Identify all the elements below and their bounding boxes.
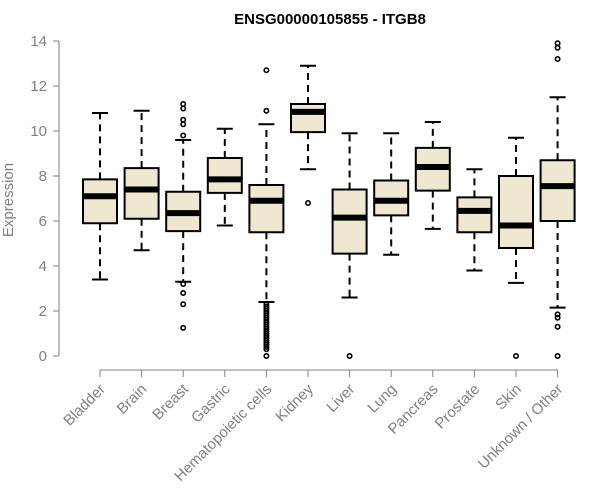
y-tick-label: 4 bbox=[39, 258, 47, 275]
outlier-point bbox=[554, 311, 561, 318]
x-tick-label: Bladder bbox=[60, 381, 109, 430]
iqr-box bbox=[539, 159, 576, 222]
y-tick-label: 2 bbox=[39, 303, 47, 320]
x-tick-label: Lung bbox=[364, 381, 400, 417]
outlier-point bbox=[180, 132, 187, 139]
iqr-box bbox=[331, 188, 368, 255]
y-axis-label: Expression bbox=[0, 163, 17, 237]
x-tick-label: Brain bbox=[114, 381, 151, 418]
x-tick-label: Breast bbox=[149, 380, 192, 423]
outlier-point bbox=[180, 121, 187, 128]
x-tick-label: Liver bbox=[323, 381, 358, 416]
box-group-gastric: Gastric bbox=[188, 127, 243, 426]
x-tick-label: Prostate bbox=[432, 381, 484, 433]
iqr-box bbox=[206, 157, 243, 194]
outlier-point bbox=[512, 352, 519, 359]
y-tick-label: 12 bbox=[30, 78, 47, 95]
iqr-box bbox=[123, 167, 160, 220]
outlier-point bbox=[263, 343, 270, 350]
box-group-brain: Brain bbox=[114, 109, 160, 418]
outlier-point bbox=[263, 352, 270, 359]
outlier-point bbox=[346, 352, 353, 359]
box-group-breast: Breast bbox=[149, 101, 202, 423]
plot-area: 0 2 4 6 8 10 12 14 Bladder BrainBreastGastricHema… bbox=[30, 33, 576, 485]
y-tick-label: 8 bbox=[39, 168, 47, 185]
outlier-point bbox=[180, 280, 187, 287]
y-tick-label: 14 bbox=[30, 33, 47, 50]
outlier-point bbox=[180, 324, 187, 331]
x-tick-label: Kidney bbox=[272, 380, 317, 425]
outlier-point bbox=[263, 107, 270, 114]
outlier-point bbox=[554, 314, 561, 321]
box-group-lung: Lung bbox=[364, 132, 410, 417]
y-tick-label: 10 bbox=[30, 123, 47, 140]
box-group-skin: Skin bbox=[492, 136, 534, 414]
outlier-point bbox=[263, 346, 270, 353]
outlier-point bbox=[554, 44, 561, 51]
iqr-box bbox=[498, 175, 534, 249]
outlier-point bbox=[180, 301, 187, 308]
y-tick-label: 0 bbox=[39, 348, 47, 365]
box-group-liver: Liver bbox=[323, 132, 368, 416]
chart-title: ENSG00000105855 - ITGB8 bbox=[234, 11, 426, 28]
outlier-point bbox=[180, 105, 187, 112]
box-group-kidney: Kidney bbox=[272, 64, 326, 425]
box-group-bladder: Bladder bbox=[60, 112, 118, 430]
outlier-point bbox=[304, 200, 311, 207]
box-group-hematopoietic-cells: Hematopoietic cells bbox=[171, 67, 285, 485]
iqr-box bbox=[248, 184, 285, 234]
box-group-unknown-other: Unknown / Other bbox=[475, 40, 576, 472]
outlier-point bbox=[554, 352, 561, 359]
outlier-point bbox=[554, 55, 561, 62]
iqr-box bbox=[290, 103, 326, 134]
outlier-point bbox=[554, 323, 561, 330]
outlier-point bbox=[263, 67, 270, 74]
x-tick-label: Skin bbox=[492, 381, 525, 414]
iqr-box bbox=[82, 178, 118, 225]
outlier-point bbox=[180, 289, 187, 296]
y-tick-label: 6 bbox=[39, 213, 47, 230]
iqr-box bbox=[456, 196, 493, 234]
